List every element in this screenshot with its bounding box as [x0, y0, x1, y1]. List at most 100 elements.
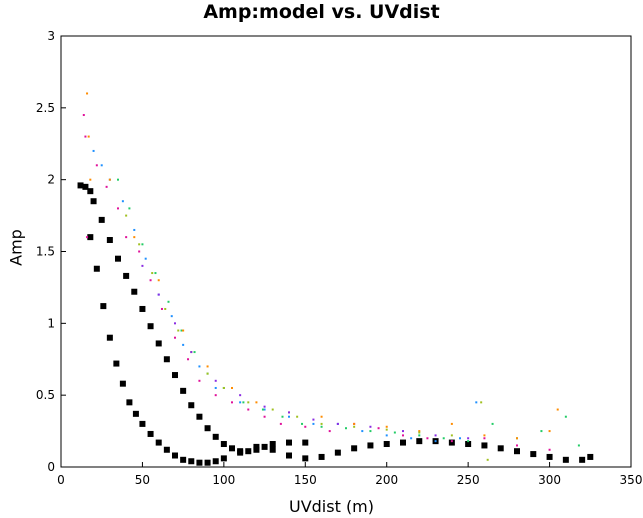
series-1 — [87, 234, 309, 466]
data-point — [139, 305, 146, 312]
data-point — [239, 394, 242, 397]
data-point — [157, 293, 160, 296]
data-point — [188, 458, 195, 465]
data-point — [95, 164, 98, 167]
data-point — [106, 334, 113, 341]
data-point — [548, 430, 551, 433]
data-point — [450, 440, 453, 443]
data-point — [138, 243, 141, 246]
chart-title: Amp:model vs. UVdist — [203, 1, 440, 23]
data-point — [271, 408, 274, 411]
data-point — [255, 401, 258, 404]
data-point — [182, 343, 185, 346]
data-point — [149, 279, 152, 282]
data-point — [261, 443, 268, 450]
data-point — [172, 372, 178, 379]
data-point — [138, 250, 141, 253]
x-tick-label: 350 — [620, 473, 643, 487]
data-point — [147, 323, 154, 330]
series-3 — [92, 149, 478, 443]
data-point — [564, 415, 567, 418]
y-tick-label: 1 — [47, 316, 55, 330]
data-point — [237, 449, 244, 456]
data-point — [263, 408, 266, 411]
data-point — [465, 441, 472, 448]
data-point — [100, 303, 107, 310]
data-point — [383, 441, 390, 448]
data-point — [155, 340, 162, 347]
data-point — [128, 207, 131, 210]
data-point — [263, 415, 266, 418]
data-point — [98, 216, 105, 223]
data-point — [516, 444, 518, 447]
data-point — [214, 394, 217, 397]
data-point — [467, 440, 470, 443]
data-point — [212, 458, 219, 465]
data-point — [154, 272, 157, 275]
data-point — [247, 408, 250, 411]
data-point — [115, 255, 121, 262]
data-point — [426, 437, 429, 440]
data-point — [467, 437, 470, 440]
data-point — [587, 453, 594, 460]
data-point — [540, 430, 543, 433]
data-point — [119, 380, 126, 387]
data-point — [546, 453, 553, 460]
data-point — [93, 265, 100, 272]
data-point — [336, 422, 339, 425]
data-point — [334, 449, 341, 456]
data-point — [312, 418, 315, 421]
data-point — [269, 441, 276, 448]
data-point — [100, 164, 103, 167]
data-point — [253, 443, 260, 450]
data-point — [367, 442, 374, 449]
series-7 — [141, 264, 470, 440]
data-point — [400, 439, 406, 446]
data-point — [516, 437, 518, 440]
y-tick-label: 0.5 — [36, 388, 55, 402]
data-point — [304, 425, 307, 428]
data-point — [117, 178, 119, 181]
data-point — [126, 399, 133, 406]
data-point — [320, 422, 323, 425]
data-point — [163, 356, 170, 363]
data-point — [279, 422, 282, 425]
data-point — [481, 442, 488, 449]
data-point — [418, 431, 421, 434]
data-point — [239, 401, 242, 404]
data-point — [193, 351, 196, 354]
data-point — [180, 329, 183, 332]
series-4 — [117, 178, 580, 447]
data-point — [160, 307, 163, 310]
data-point — [147, 430, 154, 437]
data-point — [212, 433, 219, 440]
data-point — [442, 437, 445, 440]
data-point — [242, 401, 245, 404]
data-point — [385, 428, 388, 431]
data-point — [121, 200, 124, 203]
data-point — [77, 182, 84, 189]
data-point — [84, 135, 87, 138]
data-point — [139, 420, 146, 427]
data-point — [151, 272, 154, 275]
data-point — [351, 445, 358, 452]
data-point — [196, 413, 203, 420]
data-point — [402, 434, 404, 437]
data-point — [206, 372, 209, 375]
data-point — [393, 431, 396, 434]
data-point — [318, 453, 325, 460]
data-point — [261, 408, 264, 411]
data-point — [133, 228, 136, 231]
y-tick-label: 1.5 — [36, 245, 55, 259]
data-point — [385, 425, 388, 428]
data-point — [450, 434, 453, 437]
data-point — [174, 322, 176, 325]
series-5 — [86, 92, 559, 440]
data-point — [320, 415, 323, 418]
data-point — [281, 415, 284, 418]
data-point — [491, 422, 494, 425]
data-point — [131, 288, 138, 295]
data-point — [180, 456, 187, 463]
